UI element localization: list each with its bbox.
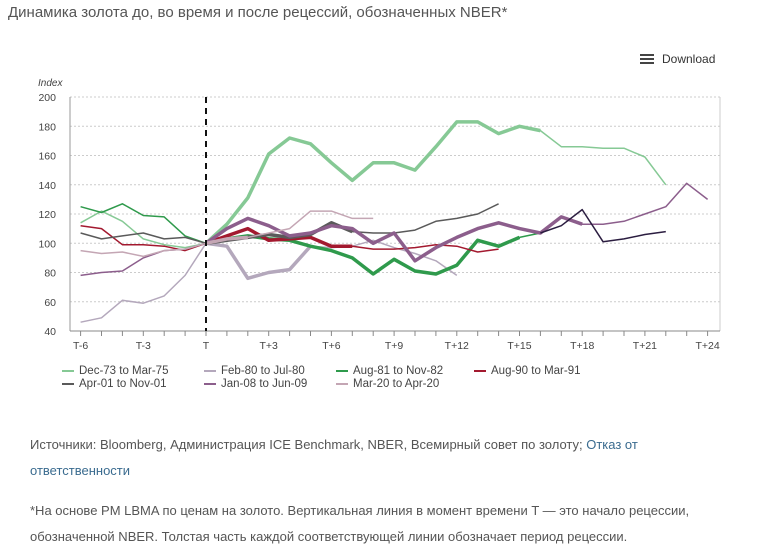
- line-chart: Index 40 60 80 100 120 140 160 180 200 T-6 T-3 T T+3 T…: [38, 78, 721, 352]
- series-recession-line: [204, 120, 541, 245]
- series-7: [540, 208, 666, 243]
- series-1: [80, 239, 458, 323]
- y-tick-label: 200: [38, 92, 56, 104]
- legend-item[interactable]: Aug-81 to Nov-82: [336, 365, 474, 377]
- series-line: [540, 208, 666, 243]
- legend-item[interactable]: Aug-90 to Mar-91: [474, 365, 614, 377]
- legend-swatch: [336, 370, 348, 372]
- y-tick-label: 120: [38, 209, 56, 221]
- legend-swatch: [336, 383, 348, 385]
- series-recession-line: [205, 241, 312, 281]
- series-0: [80, 120, 667, 249]
- x-tick-label: T-6: [73, 340, 88, 352]
- y-axis-label: Index: [38, 78, 63, 89]
- disclaimer-link[interactable]: Отказ от ответственности: [30, 437, 638, 478]
- y-tick-label: 140: [38, 180, 56, 192]
- x-tick-label: T+24: [695, 340, 719, 352]
- x-tick-label: T+15: [507, 340, 531, 352]
- legend-item[interactable]: Mar-20 to Apr-20: [336, 378, 474, 390]
- series-5: [80, 182, 709, 277]
- legend-label: Apr-01 to Nov-01: [79, 378, 167, 390]
- footnote: *На основе PM LBMA по ценам на золото. В…: [30, 503, 690, 544]
- legend-label: Mar-20 to Apr-20: [353, 378, 440, 390]
- series-recession-line: [205, 235, 248, 246]
- x-tick-label: T+21: [633, 340, 657, 352]
- menu-icon: [640, 54, 654, 64]
- legend-label: Jan-08 to Jun-09: [221, 378, 308, 390]
- y-tick-label: 60: [44, 297, 56, 309]
- y-tick-label: 100: [38, 238, 56, 250]
- legend-label: Dec-73 to Mar-75: [79, 365, 169, 377]
- y-tick-label: 80: [44, 268, 56, 280]
- legend-item[interactable]: Jan-08 to Jun-09: [204, 378, 336, 390]
- x-tick-label: T+12: [445, 340, 469, 352]
- sources-text: Источники: Bloomberg, Администрация ICE …: [30, 437, 587, 452]
- x-tick-label: T+18: [570, 340, 594, 352]
- series-line: [80, 182, 709, 277]
- legend-swatch: [474, 370, 486, 372]
- series-line: [80, 239, 458, 323]
- legend-swatch: [62, 370, 74, 372]
- legend-item[interactable]: Feb-80 to Jul-80: [204, 365, 336, 377]
- legend-swatch: [62, 383, 74, 385]
- download-label: Download: [662, 52, 716, 66]
- legend-label: Aug-81 to Nov-82: [353, 365, 444, 377]
- legend-label: Feb-80 to Jul-80: [221, 365, 305, 377]
- chart-title: Динамика золота до, во время и после рец…: [8, 4, 508, 21]
- series-recession-line: [205, 226, 353, 248]
- x-tick-label: T: [203, 340, 210, 352]
- download-button[interactable]: Download: [640, 52, 715, 66]
- y-tick-label: 40: [44, 326, 56, 338]
- series-recession-line: [205, 234, 521, 276]
- x-tick-label: T+6: [322, 340, 341, 352]
- chart-legend: Dec-73 to Mar-75 Feb-80 to Jul-80 Aug-81 t…: [62, 365, 614, 390]
- sources-note: Источники: Bloomberg, Администрация ICE …: [30, 432, 730, 484]
- series-6: [80, 210, 374, 258]
- y-tick-label: 160: [38, 151, 56, 163]
- legend-swatch: [204, 370, 216, 372]
- x-tick-label: T-3: [136, 340, 151, 352]
- x-tick-label: T+9: [385, 340, 404, 352]
- x-tick-label: T+3: [260, 340, 279, 352]
- legend-swatch: [204, 383, 216, 385]
- y-tick-label: 180: [38, 121, 56, 133]
- legend-item[interactable]: Apr-01 to Nov-01: [62, 378, 204, 390]
- legend-item[interactable]: Dec-73 to Mar-75: [62, 365, 204, 377]
- legend-label: Aug-90 to Mar-91: [491, 365, 581, 377]
- series-recession-line: [204, 215, 583, 263]
